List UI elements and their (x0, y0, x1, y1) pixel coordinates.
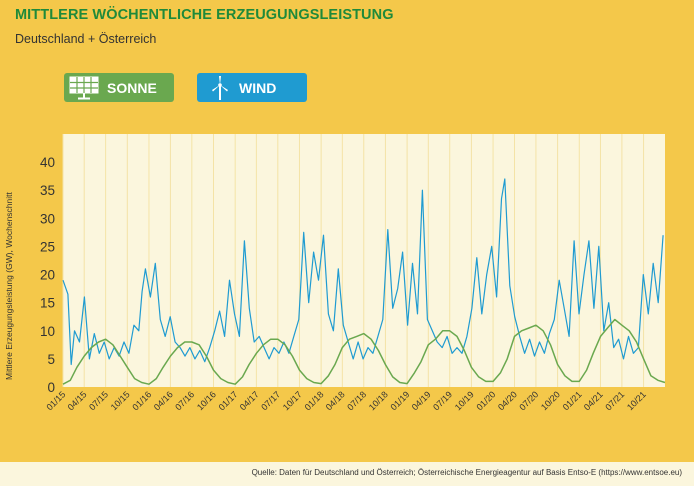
chart-subtitle: Deutschland + Österreich (15, 32, 157, 46)
x-tick-label: 01/17 (217, 389, 240, 412)
x-tick-label: 10/17 (281, 389, 304, 412)
grid-lines (62, 134, 645, 387)
y-tick-label: 20 (40, 268, 55, 283)
y-axis-ticks: 0 5 10 15 20 25 30 35 40 (40, 155, 55, 395)
wind-turbine-icon (212, 75, 228, 100)
x-tick-label: 07/21 (603, 389, 626, 412)
x-tick-label: 07/18 (345, 389, 368, 412)
series-lines (62, 178, 666, 385)
x-tick-label: 10/19 (453, 389, 476, 412)
x-tick-label: 10/16 (195, 389, 218, 412)
legend-wind-label: WIND (239, 79, 277, 96)
y-tick-label: 40 (40, 155, 55, 170)
x-tick-label: 10/20 (539, 389, 562, 412)
x-tick-label: 10/15 (109, 389, 132, 412)
x-tick-label: 04/18 (324, 389, 347, 412)
x-tick-label: 04/17 (238, 389, 261, 412)
y-tick-label: 35 (40, 183, 55, 198)
x-tick-label: 10/18 (367, 389, 390, 412)
x-tick-label: 07/15 (87, 389, 110, 412)
y-tick-label: 5 (47, 352, 55, 367)
x-tick-label: 04/20 (496, 389, 519, 412)
chart-title: MITTLERE WÖCHENTLICHE ERZEUGUNGSLEISTUNG (15, 7, 394, 23)
x-tick-label: 04/21 (582, 389, 605, 412)
x-tick-label: 01/19 (389, 389, 412, 412)
x-tick-label: 01/18 (303, 389, 326, 412)
y-tick-label: 15 (40, 296, 55, 311)
y-tick-label: 25 (40, 239, 55, 254)
y-axis-label: Mittlere Erzeugungsleistung (GW), Wochen… (4, 192, 14, 380)
y-tick-label: 10 (40, 324, 55, 339)
x-tick-label: 07/17 (259, 389, 282, 412)
x-tick-label: 01/20 (474, 389, 497, 412)
x-axis-ticks: 01/1504/1507/1510/1501/1604/1607/1610/16… (44, 389, 648, 412)
y-tick-label: 30 (40, 211, 55, 226)
legend-sonne-button[interactable]: SONNE (64, 73, 174, 102)
x-tick-label: 04/19 (410, 389, 433, 412)
x-tick-label: 07/19 (431, 389, 454, 412)
solar-panel-icon (69, 76, 99, 99)
series-line-sonne (62, 318, 666, 385)
y-tick-label: 0 (47, 380, 55, 395)
weekly-generation-chart: 0 5 10 15 20 25 30 35 40 01/1504/1507/1510/1501/… (40, 134, 666, 412)
legend-sonne-label: SONNE (107, 79, 157, 96)
series-line-wind (62, 178, 664, 366)
x-tick-label: 04/15 (66, 389, 89, 412)
x-tick-label: 07/20 (517, 389, 540, 412)
x-tick-label: 01/21 (561, 389, 584, 412)
x-tick-label: 07/16 (173, 389, 196, 412)
x-tick-label: 10/21 (625, 389, 648, 412)
legend-wind-button[interactable]: WIND (197, 73, 307, 102)
x-tick-label: 01/16 (130, 389, 153, 412)
x-tick-label: 04/16 (152, 389, 175, 412)
footer: Quelle: Daten für Deutschland und Österr… (0, 462, 694, 486)
source-note: Quelle: Daten für Deutschland und Österr… (251, 468, 682, 477)
